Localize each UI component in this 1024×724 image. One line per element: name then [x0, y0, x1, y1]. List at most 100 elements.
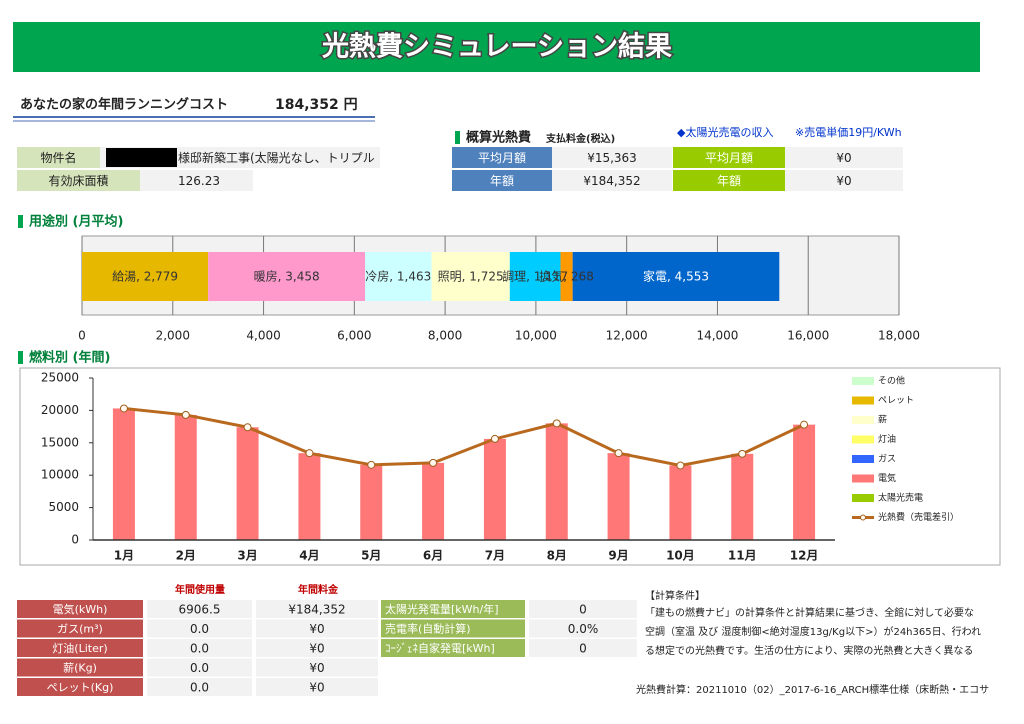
bar: [483, 438, 506, 540]
costs-title: 概算光熱費: [466, 130, 531, 146]
legend-label: ガス: [878, 454, 896, 465]
property-label-cell: [17, 170, 140, 191]
fuel-usage-cell: [147, 619, 252, 638]
y-tick-label: 5000: [48, 500, 79, 514]
x-tick-label: 2,000: [156, 329, 190, 343]
property-value: 様邸新築工事(太陽光なし、トリプル: [178, 150, 375, 165]
generation-label-cell: [381, 639, 525, 657]
solar-title: ◆太陽光売電の収入: [677, 125, 773, 139]
line-marker: [305, 449, 314, 458]
usage-chart-title: 用途別 (月平均): [28, 214, 123, 230]
section-marker: [455, 131, 460, 144]
x-tick-label: 4,000: [246, 329, 280, 343]
x-tick-label: 10月: [666, 549, 695, 563]
bar-segment: [208, 252, 366, 301]
property-label: 有効床面積: [48, 173, 108, 188]
solar-label-cell: [673, 170, 785, 191]
property-value-cell: [140, 170, 253, 191]
line-marker: [552, 419, 561, 428]
fuel-usage: 0.0: [190, 681, 209, 695]
generation-label: 売電率(自動計算): [385, 622, 471, 636]
bar: [669, 465, 692, 540]
x-tick-label: 8,000: [428, 329, 462, 343]
legend-label: 太陽光売電: [878, 492, 923, 504]
generation-value: 0: [579, 642, 587, 656]
y-tick-label: 20000: [41, 403, 79, 417]
legend-label: その他: [878, 375, 905, 387]
generation-value-cell: [529, 639, 637, 657]
bar: [112, 408, 135, 540]
chart-frame: [19, 367, 1001, 566]
x-tick-label: 8月: [547, 549, 567, 563]
legend-label: 薪: [878, 414, 887, 426]
solar-value-cell: [785, 147, 903, 168]
cost-label-cell: [452, 170, 552, 191]
bar-segment: [560, 252, 573, 301]
x-tick-label: 16,000: [787, 329, 829, 343]
fuel-label-cell: [17, 600, 143, 618]
fuel-usage-cell: [147, 639, 252, 657]
fuel-usage-cell: [147, 678, 252, 696]
x-tick-label: 2月: [176, 549, 196, 563]
fuel-label: 電気(kWh): [53, 602, 108, 616]
bar: [298, 453, 321, 540]
fuel-label-cell: [17, 619, 143, 638]
property-value: 126.23: [178, 174, 220, 188]
data-label: 照明, 1,725: [438, 270, 504, 284]
y-tick-label: 10000: [41, 468, 79, 482]
fuel-label-cell: [17, 678, 143, 696]
legend-swatch: [852, 474, 874, 483]
legend-label: 光熱費（売電差引）: [878, 511, 959, 523]
bar-segment: [509, 252, 561, 301]
conditions-title: 【計算条件】: [645, 589, 705, 602]
x-tick-label: 10,000: [515, 329, 557, 343]
property-label: 物件名: [40, 150, 76, 165]
cost-label: 平均月額: [478, 151, 526, 165]
legend-swatch: [852, 416, 874, 424]
fuel-label-cell: [17, 639, 143, 657]
bar: [607, 453, 630, 540]
legend-swatch: [852, 494, 874, 502]
legend-swatch: [852, 455, 874, 463]
solar-value: ¥0: [836, 151, 851, 165]
bar-segment: [82, 252, 209, 301]
bar: [731, 453, 754, 540]
legend-swatch: [852, 396, 874, 405]
conditions-line: 空調（室温 及び 湿度制御<絶対湿度13g/Kg以下>）が24h365日、行われ: [645, 625, 981, 638]
property-label-cell: [17, 147, 100, 168]
line-marker: [738, 449, 747, 458]
fuel-cost: ¥0: [309, 642, 324, 656]
legend-swatch: [852, 377, 874, 385]
cost-value-cell: [552, 147, 672, 168]
bar: [793, 424, 816, 540]
data-label: 冷房, 1,463: [365, 269, 431, 284]
generation-label-cell: [381, 600, 525, 618]
generation-value: 0.0%: [568, 622, 599, 636]
fuel-cost: ¥184,352: [288, 603, 345, 617]
x-tick-label: 14,000: [696, 329, 738, 343]
fuel-cost: ¥0: [309, 661, 324, 675]
bar-segment: [431, 252, 510, 301]
fuel-cost-cell: [256, 600, 378, 618]
legend-swatch-marker: [860, 514, 866, 521]
line-marker: [367, 460, 376, 469]
line: [123, 406, 805, 468]
title-bar: [13, 22, 980, 72]
fuel-cost-cell: [256, 658, 378, 677]
x-tick-label: 12,000: [606, 329, 648, 343]
costs-subtitle: 支払料金(税込): [545, 132, 615, 145]
report-title: 光熱費シミュレーション結果: [321, 31, 672, 63]
x-tick-label: 4月: [299, 549, 319, 563]
solar-value: ¥0: [836, 174, 851, 188]
line-marker: [490, 434, 499, 443]
bar-segment: [572, 252, 780, 301]
fuel-cost-cell: [256, 678, 378, 696]
fuel-cost: ¥0: [309, 622, 324, 636]
generation-value: 0: [579, 603, 587, 617]
fuel-cost-cell: [256, 639, 378, 657]
cost-label: 年額: [490, 174, 514, 188]
legend-label: 灯油: [878, 433, 896, 445]
solar-label: 平均月額: [705, 151, 753, 165]
solar-label-cell: [673, 147, 785, 168]
fuel-usage: 6906.5: [179, 603, 221, 617]
